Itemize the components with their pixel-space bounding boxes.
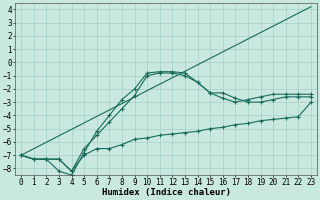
X-axis label: Humidex (Indice chaleur): Humidex (Indice chaleur)	[101, 188, 230, 197]
